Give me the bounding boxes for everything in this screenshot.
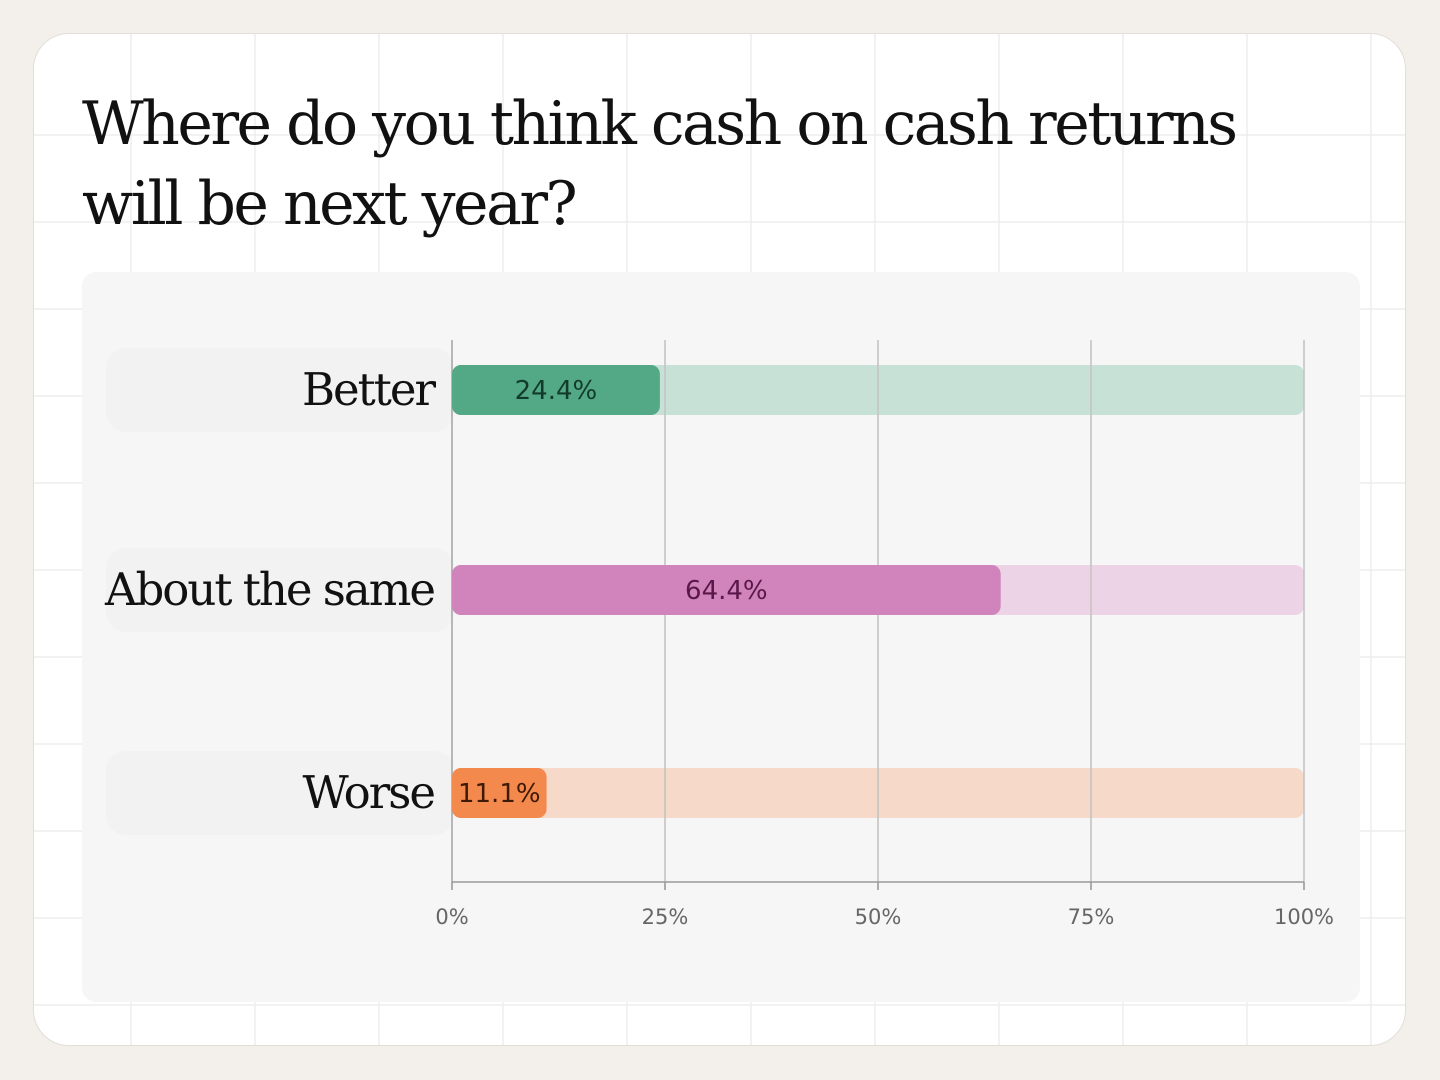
category-band <box>106 348 454 432</box>
bar-worse <box>452 768 547 818</box>
x-tick-label: 50% <box>855 905 902 929</box>
bar-value-label: 64.4% <box>685 576 768 606</box>
chart-title: Where do you think cash on cash returns … <box>82 89 1238 239</box>
x-tick-label: 25% <box>642 905 689 929</box>
bar-about-the-same <box>452 565 1001 615</box>
x-tick-label: 100% <box>1274 905 1334 929</box>
bar-chart: 24.4% Better 64.4% About the same 11.1% Worse… <box>104 340 1334 929</box>
category-label: About the same <box>104 563 434 616</box>
category-band <box>106 751 454 835</box>
bar-value-label: 24.4% <box>515 376 598 406</box>
chart-panel: 24.4% Better 64.4% About the same 11.1% Worse… <box>82 272 1360 1002</box>
chart-card: Where do you think cash on cash returns … <box>33 33 1406 1046</box>
bar-value-label: 11.1% <box>458 779 541 809</box>
x-tick-label: 0% <box>435 905 468 929</box>
category-label: Worse <box>302 766 434 819</box>
category-label: Better <box>302 363 436 416</box>
x-tick-label: 75% <box>1068 905 1115 929</box>
bar-better <box>452 365 660 415</box>
category-band <box>106 548 454 632</box>
